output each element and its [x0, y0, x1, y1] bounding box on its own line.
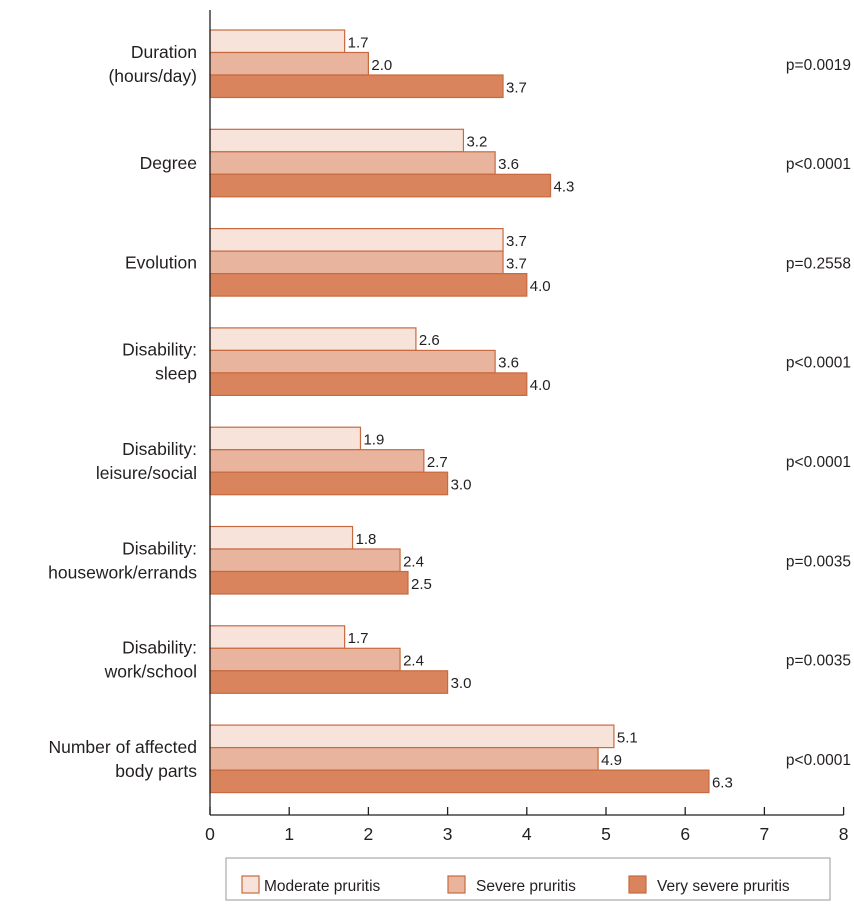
value-label: 3.7 — [506, 233, 527, 250]
category-label: Evolution — [125, 252, 197, 272]
value-label: 4.9 — [601, 752, 622, 769]
bar-moderate-5 — [209, 525, 354, 550]
x-tick-label: 7 — [760, 824, 770, 844]
value-label: 5.1 — [617, 729, 638, 746]
x-tick-label: 0 — [205, 824, 215, 844]
bar-moderate-2 — [209, 228, 504, 252]
category-label: Number of affected — [48, 737, 197, 757]
p-value: p<0.0001 — [786, 454, 851, 471]
value-label: 3.0 — [451, 476, 472, 493]
value-label: 3.6 — [498, 156, 519, 173]
value-label: 2.7 — [427, 454, 448, 471]
bar-severe-3 — [209, 349, 496, 374]
category-label: Disability: — [122, 340, 197, 360]
bar-severe-5 — [209, 548, 401, 573]
legend-swatch — [447, 875, 466, 894]
bar-moderate-0 — [209, 29, 346, 54]
p-value: p<0.0001 — [786, 156, 851, 173]
legend-swatch — [241, 875, 260, 894]
category-label: (hours/day) — [108, 66, 197, 86]
value-label: 2.5 — [411, 576, 432, 593]
bar-very-severe-7 — [209, 769, 710, 794]
value-label: 1.8 — [356, 531, 377, 548]
x-tick-label: 8 — [839, 824, 849, 844]
legend-label: Severe pruritis — [476, 878, 576, 895]
x-tick-label: 4 — [522, 824, 532, 844]
p-value: p<0.0001 — [786, 355, 851, 372]
x-tick-label: 6 — [680, 824, 690, 844]
value-label: 4.0 — [530, 278, 551, 295]
p-values-group: p=0.0019 p<0.0001 p=0.2558 p<0.0001 p<0.0001… — [786, 57, 851, 769]
bar-severe-4 — [209, 449, 425, 473]
bar-very-severe-4 — [209, 471, 449, 496]
value-label: 1.7 — [348, 630, 369, 647]
bar-very-severe-3 — [209, 372, 528, 396]
x-tick-label: 1 — [284, 824, 294, 844]
category-label: Degree — [140, 153, 197, 173]
value-label: 4.3 — [554, 179, 575, 196]
value-label: 3.0 — [451, 675, 472, 692]
value-label: 3.6 — [498, 355, 519, 372]
value-label: 2.6 — [419, 332, 440, 349]
value-label: 2.4 — [403, 553, 424, 570]
category-label: Disability: — [122, 538, 197, 558]
legend-label: Moderate pruritis — [264, 878, 381, 895]
x-tick-label: 5 — [601, 824, 611, 844]
category-label: Disability: — [122, 439, 197, 459]
value-label: 3.7 — [506, 79, 527, 96]
legend-label: Very severe pruritis — [657, 878, 790, 895]
bar-moderate-3 — [209, 327, 417, 351]
p-value: p=0.0019 — [786, 57, 851, 74]
value-label: 2.4 — [403, 653, 424, 670]
bar-severe-1 — [209, 151, 496, 175]
bar-moderate-7 — [209, 724, 615, 749]
category-label: Duration — [131, 42, 197, 62]
category-labels-group: Duration (hours/day) Degree Evolution Disabi… — [48, 42, 197, 781]
value-label: 1.7 — [348, 34, 369, 51]
category-label: housework/errands — [48, 562, 197, 582]
bar-very-severe-5 — [209, 570, 409, 595]
category-label: sleep — [155, 364, 197, 384]
p-value: p=0.2558 — [786, 255, 851, 272]
value-label: 3.2 — [466, 134, 487, 151]
x-tick-label: 2 — [364, 824, 374, 844]
axes-group: 0 1 2 3 4 5 6 7 8 — [205, 10, 848, 844]
category-label: body parts — [115, 761, 197, 781]
category-label: Disability: — [122, 638, 197, 658]
bar-moderate-1 — [209, 128, 465, 153]
value-label: 2.0 — [371, 57, 392, 74]
bar-severe-7 — [209, 746, 599, 771]
value-label: 6.3 — [712, 774, 733, 791]
value-label: 4.0 — [530, 377, 551, 394]
bar-severe-2 — [209, 250, 504, 275]
legend-box — [225, 857, 831, 901]
bar-moderate-4 — [209, 426, 362, 451]
x-tick-label: 3 — [443, 824, 453, 844]
bar-very-severe-6 — [209, 670, 449, 694]
value-labels-group: 1.72.03.73.23.64.33.73.74.02.63.64.01.92… — [348, 34, 733, 791]
bar-very-severe-1 — [209, 173, 552, 198]
legend: Moderate pruritis Severe pruritis Very sev… — [225, 857, 831, 901]
bar-very-severe-2 — [209, 273, 528, 297]
bar-moderate-6 — [209, 625, 346, 649]
bar-very-severe-0 — [209, 74, 504, 99]
legend-swatch — [628, 875, 647, 894]
category-label: work/school — [104, 662, 197, 682]
category-label: leisure/social — [96, 463, 197, 483]
value-label: 3.7 — [506, 255, 527, 272]
p-value: p=0.0035 — [786, 553, 851, 570]
value-label: 1.9 — [363, 431, 384, 448]
bar-severe-6 — [209, 647, 401, 672]
p-value: p=0.0035 — [786, 653, 851, 670]
bar-severe-0 — [209, 51, 369, 76]
p-value: p<0.0001 — [786, 752, 851, 769]
